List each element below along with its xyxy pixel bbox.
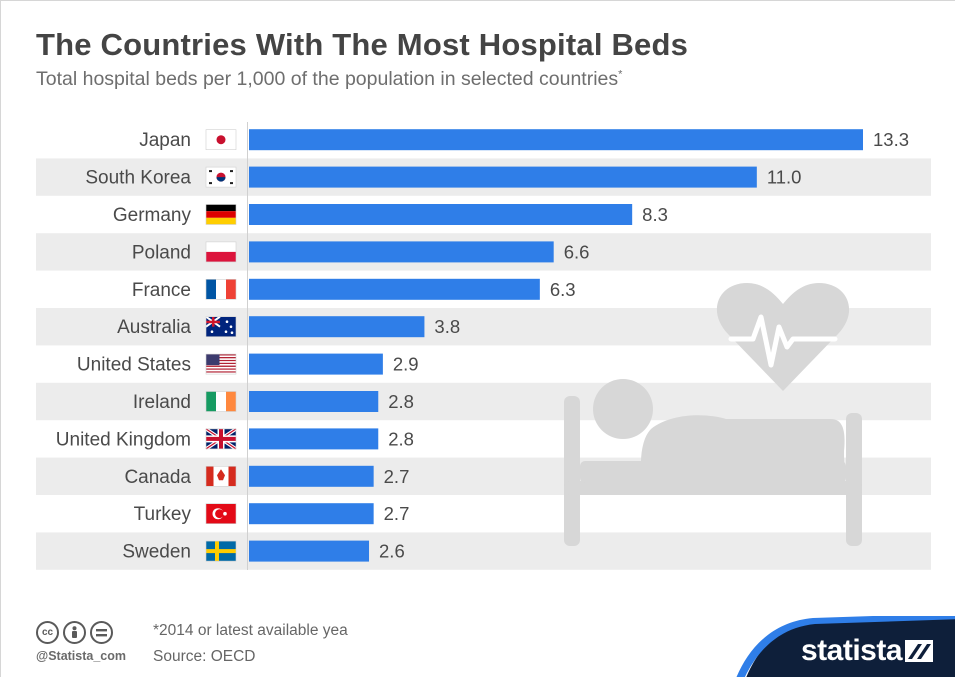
bar (249, 428, 379, 450)
bar (249, 316, 425, 338)
flag-pl-icon (205, 241, 237, 263)
flag-jp-icon (205, 129, 237, 150)
bar (249, 391, 379, 412)
category-label: Germany (113, 205, 192, 226)
bar (249, 278, 540, 300)
value-label: 2.7 (384, 503, 410, 524)
no-derivatives-icon (90, 621, 113, 644)
flag-de-icon (205, 204, 237, 225)
value-label: 13.3 (873, 129, 909, 150)
category-label: Turkey (134, 504, 192, 525)
license-icons: cc (36, 621, 113, 644)
category-labels: Japan South Korea Germany Poland France Austr… (56, 130, 192, 562)
category-label: South Korea (85, 168, 191, 189)
bars (249, 129, 863, 562)
value-label: 2.7 (384, 466, 410, 487)
row-band (36, 532, 931, 570)
value-label: 6.6 (564, 241, 590, 262)
category-label: United States (77, 355, 191, 376)
flag-kr-icon (205, 166, 237, 188)
value-label: 2.6 (379, 541, 405, 562)
flag-se-icon (205, 540, 237, 562)
statista-logo-icon (905, 640, 933, 662)
value-label: 3.8 (434, 316, 460, 337)
category-label: France (132, 280, 191, 301)
category-label: Australia (117, 317, 191, 338)
subtitle-text: Total hospital beds per 1,000 of the pop… (36, 68, 619, 90)
flag-ie-icon (205, 391, 237, 412)
value-label: 2.9 (393, 354, 419, 375)
category-label: Poland (132, 242, 191, 263)
bar (249, 503, 374, 525)
category-label: Sweden (122, 542, 191, 563)
value-labels: 13.3 11.0 8.3 6.6 6.3 3.8 2.9 2.8 2.8 2.7 2.7 2.6 (379, 129, 909, 561)
flag-au-icon (205, 315, 237, 338)
chart-subtitle: Total hospital beds per 1,000 of the pop… (36, 68, 622, 91)
statista-handle: @Statista_com (36, 649, 126, 663)
flag-ca-icon (205, 465, 237, 487)
value-label: 2.8 (388, 391, 414, 412)
attribution-icon (63, 621, 86, 644)
category-label: United Kingdom (56, 429, 191, 450)
value-label: 6.3 (550, 279, 576, 300)
flags (205, 129, 237, 562)
category-label: Ireland (133, 392, 191, 413)
bar (249, 241, 554, 263)
footnote: *2014 or latest available yea (153, 622, 348, 639)
flag-tr-icon (205, 503, 237, 525)
flag-us-icon (205, 353, 237, 375)
bar (249, 204, 633, 225)
category-label: Japan (139, 130, 191, 151)
hospital-bed-heart-icon (564, 283, 862, 546)
flag-fr-icon (205, 278, 237, 300)
bar (249, 129, 863, 151)
brand-wordmark: statista (801, 634, 903, 667)
bar (249, 540, 370, 562)
brand-background (736, 616, 955, 677)
bar (249, 353, 383, 375)
subtitle-footnote-mark: * (618, 68, 623, 81)
value-label: 8.3 (642, 204, 668, 225)
chart-title: The Countries With The Most Hospital Bed… (36, 27, 689, 62)
source-line: Source: OECD (153, 648, 256, 665)
category-label: Canada (124, 467, 191, 488)
statista-brand[interactable]: statista (733, 616, 955, 677)
flag-gb-icon (205, 427, 237, 451)
value-label: 2.8 (388, 428, 414, 449)
creative-commons-icon: cc (36, 621, 59, 644)
bar (249, 166, 757, 188)
value-label: 11.0 (767, 167, 802, 188)
bar (249, 465, 374, 487)
